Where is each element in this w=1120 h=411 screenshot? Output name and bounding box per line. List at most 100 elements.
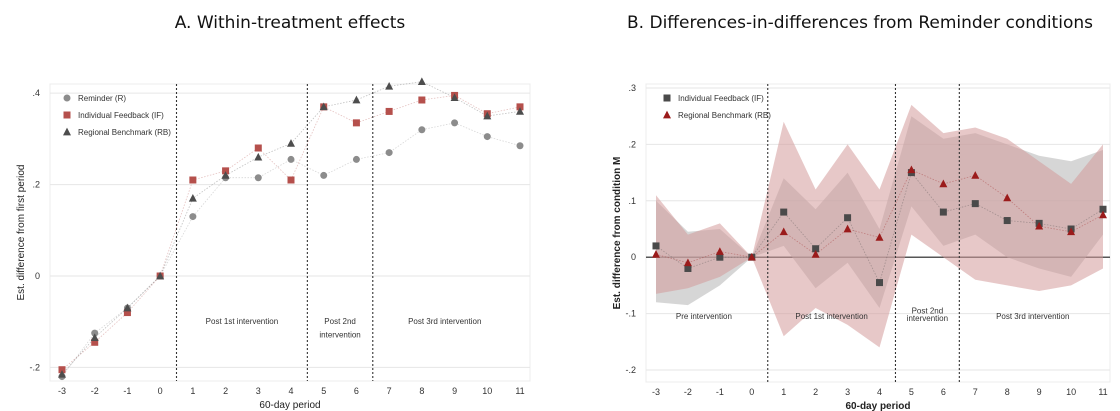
- x-tick-label: -1: [123, 386, 131, 396]
- data-point: [939, 179, 948, 188]
- data-point: [451, 119, 459, 127]
- series-line: [61, 94, 521, 371]
- data-point: [123, 303, 132, 312]
- y-tick-label: -.2: [625, 365, 636, 375]
- data-point: [939, 208, 947, 216]
- data-point: [1003, 217, 1011, 225]
- x-tick-label: 7: [387, 386, 392, 396]
- data-point: [483, 111, 492, 120]
- data-point: [189, 213, 197, 221]
- data-point: [716, 253, 724, 261]
- legend-label: Regional Benchmark (RB): [78, 128, 171, 137]
- y-tick-label: -.2: [29, 362, 40, 372]
- data-point: [876, 279, 883, 287]
- data-point: [450, 93, 459, 102]
- y-tick-label: .3: [628, 83, 636, 93]
- data-point: [971, 200, 979, 208]
- data-point: [971, 171, 980, 179]
- data-point: [747, 252, 756, 261]
- x-tick-label: -3: [652, 387, 660, 397]
- data-point: [254, 174, 262, 182]
- x-tick-label: 4: [877, 387, 882, 397]
- y-tick-label: -.1: [625, 309, 636, 319]
- legend-marker: [63, 94, 71, 102]
- x-tick-label: 0: [158, 386, 163, 396]
- legend-marker: [663, 110, 671, 119]
- x-tick-label: 4: [288, 386, 293, 396]
- phase-annotation: Post 1st intervention: [206, 317, 278, 326]
- phase-annotation: Post 1st intervention: [795, 312, 867, 321]
- x-tick-label: 9: [452, 386, 457, 396]
- y-tick-label: .2: [32, 180, 40, 190]
- y-tick-label: .2: [628, 139, 636, 149]
- y-axis-label: Est. difference from first period: [16, 165, 27, 301]
- data-point: [352, 119, 360, 127]
- data-point: [352, 95, 361, 104]
- data-point: [319, 102, 328, 111]
- data-point: [123, 309, 131, 317]
- x-tick-label: 6: [941, 387, 946, 397]
- data-point: [287, 176, 295, 184]
- data-point: [188, 193, 197, 202]
- phase-annotation: Post 2nd: [324, 317, 356, 326]
- data-point: [1035, 221, 1044, 230]
- phase-annotation: Post 2nd: [912, 307, 944, 316]
- data-point: [254, 144, 262, 152]
- y-tick-label: .4: [32, 88, 40, 98]
- data-point: [1067, 227, 1076, 236]
- data-point: [1003, 193, 1012, 202]
- legend-label: Reminder (R): [78, 94, 126, 103]
- x-tick-label: 8: [419, 386, 424, 396]
- phase-annotation: intervention: [907, 314, 948, 323]
- phase-annotation: Post 3rd intervention: [996, 312, 1069, 321]
- legend-label: Regional Benchmark (RB): [678, 111, 771, 120]
- data-point: [844, 214, 852, 222]
- plot-frame: [49, 83, 531, 382]
- data-point: [320, 171, 328, 179]
- x-tick-label: 2: [223, 386, 228, 396]
- x-axis-label: 60-day period: [845, 401, 910, 411]
- panel-b-title: B. Differences-in-differences from Remin…: [627, 13, 1093, 33]
- data-point: [418, 126, 426, 134]
- data-point: [843, 224, 852, 233]
- data-point: [652, 250, 660, 258]
- data-point: [156, 271, 165, 280]
- data-point: [189, 176, 197, 184]
- legend-label: Individual Feedback (IF): [78, 111, 164, 120]
- y-tick-label: .1: [628, 196, 636, 206]
- data-point: [652, 242, 660, 250]
- data-point: [516, 142, 524, 150]
- y-tick-label: 0: [631, 252, 636, 262]
- data-point: [779, 227, 788, 236]
- data-point: [780, 208, 788, 216]
- data-point: [385, 149, 393, 157]
- data-point: [254, 152, 263, 161]
- data-point: [1099, 205, 1107, 213]
- data-point: [811, 250, 820, 258]
- data-point: [287, 155, 295, 163]
- legend-marker: [63, 111, 71, 119]
- data-point: [683, 258, 692, 267]
- data-point: [516, 107, 524, 115]
- x-tick-label: 10: [1066, 387, 1076, 397]
- x-tick-label: 0: [749, 387, 754, 397]
- x-tick-label: 5: [909, 387, 914, 397]
- phase-annotation: intervention: [319, 331, 360, 340]
- data-point: [812, 245, 820, 253]
- x-axis-label: 60-day period: [259, 400, 320, 411]
- data-point: [221, 171, 230, 179]
- data-point: [58, 366, 66, 374]
- x-tick-label: 2: [813, 387, 818, 397]
- data-point: [516, 103, 524, 111]
- data-point: [1099, 210, 1107, 219]
- x-tick-label: 1: [781, 387, 786, 397]
- legend-marker: [63, 127, 71, 136]
- x-tick-label: -2: [684, 387, 692, 397]
- y-tick-label: 0: [35, 271, 40, 281]
- x-tick-label: 9: [1037, 387, 1042, 397]
- x-tick-label: 3: [256, 386, 261, 396]
- x-tick-label: 5: [321, 386, 326, 396]
- x-tick-label: 3: [845, 387, 850, 397]
